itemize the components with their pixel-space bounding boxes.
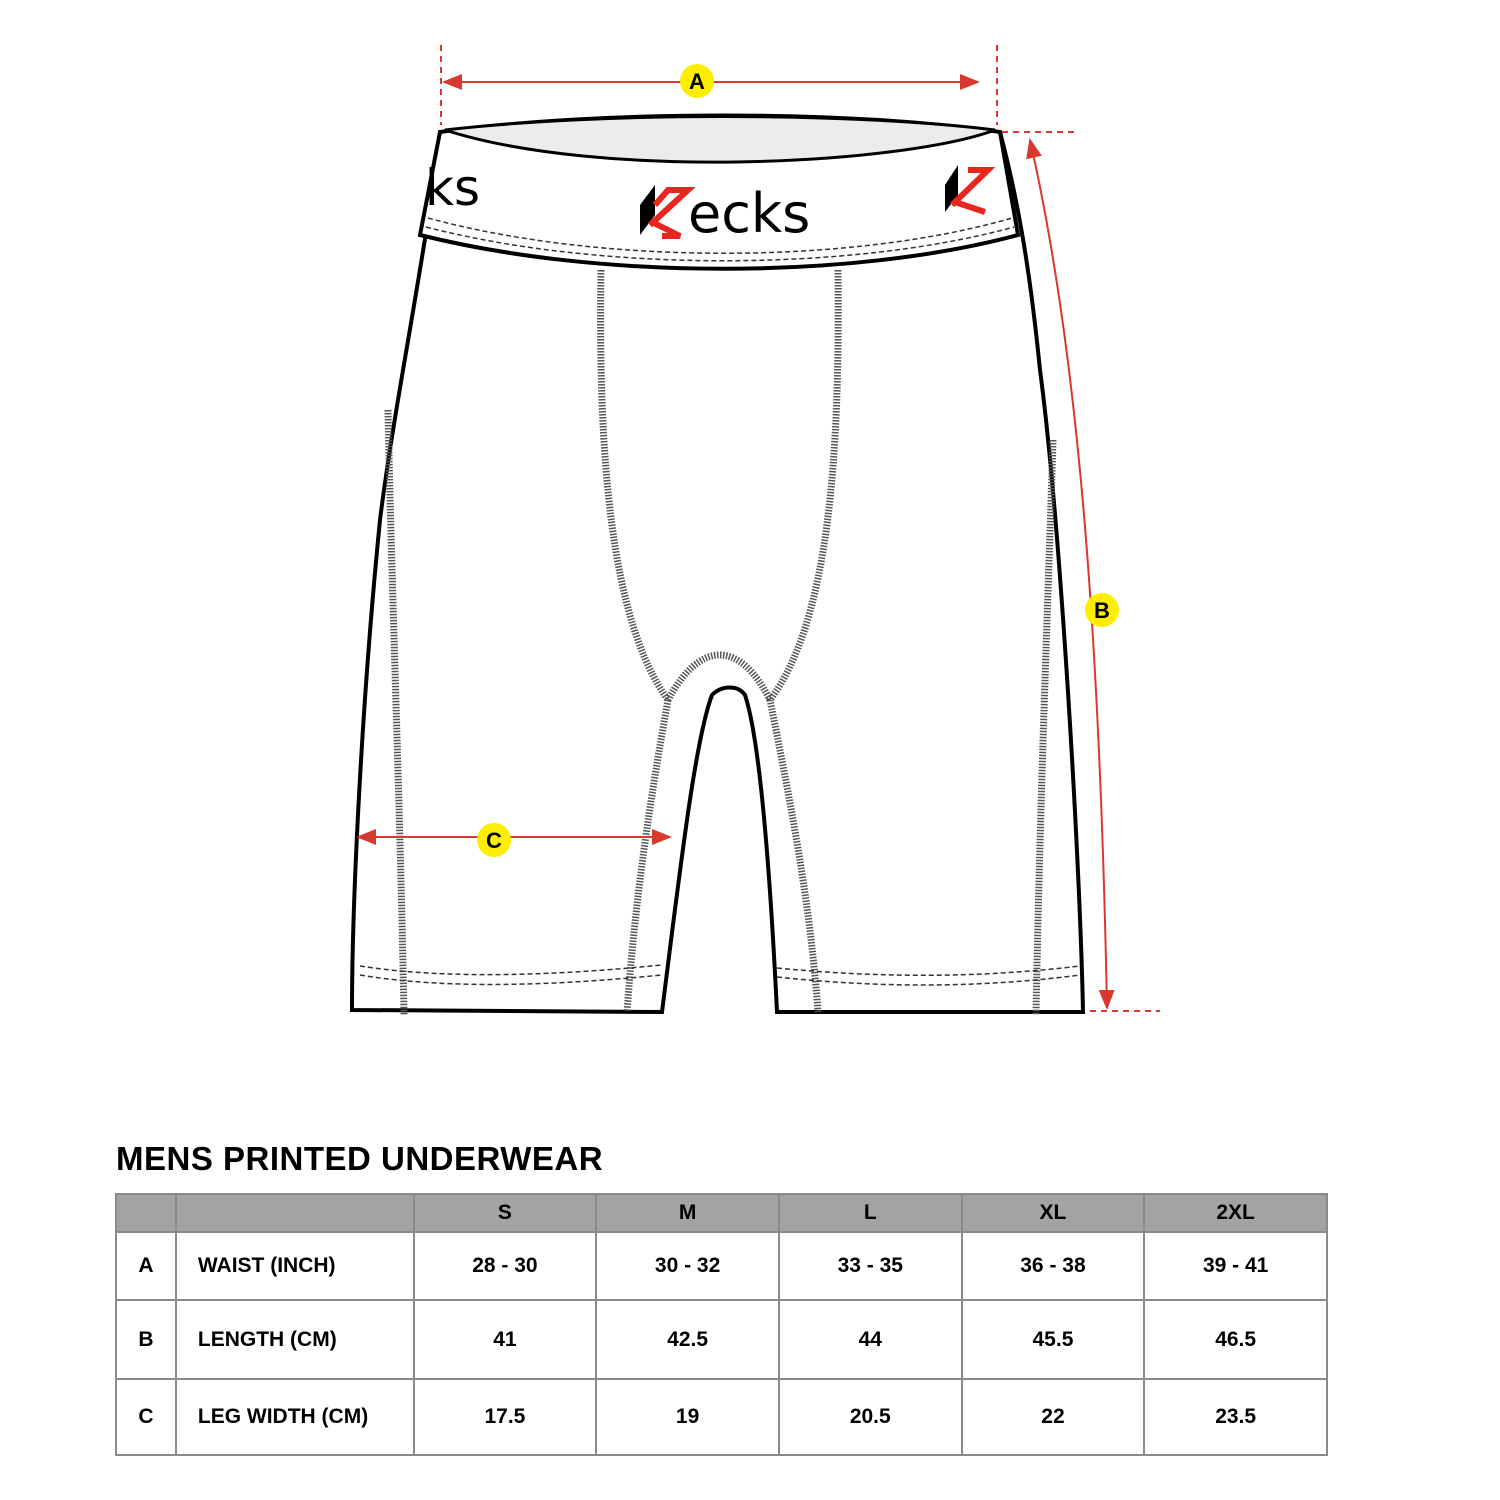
marker-c-label: C [486, 828, 502, 853]
size-value: 22 [960, 1378, 1146, 1456]
column-header: L [777, 1193, 963, 1233]
column-header [174, 1193, 415, 1233]
size-table: S M L XL 2XL A WAIST (INCH) 28 - 30 30 - 32 33 -… [115, 1193, 1328, 1456]
column-header: XL [960, 1193, 1146, 1233]
table-row: B LENGTH (CM) 41 42.5 44 45.5 46.5 [115, 1299, 1328, 1380]
size-value: 20.5 [777, 1378, 963, 1456]
column-header: 2XL [1143, 1193, 1328, 1233]
row-label: LEG WIDTH (CM) [174, 1378, 415, 1456]
row-label: WAIST (INCH) [174, 1231, 415, 1301]
table-header-row: S M L XL 2XL [115, 1193, 1328, 1233]
waistband-inner [444, 115, 996, 164]
row-key: A [115, 1231, 177, 1301]
size-value: 19 [595, 1378, 780, 1456]
svg-text:ks: ks [425, 159, 480, 217]
column-header: M [595, 1193, 780, 1233]
size-chart-title: MENS PRINTED UNDERWEAR [116, 1140, 604, 1177]
marker-a [680, 64, 714, 98]
row-label: LENGTH (CM) [174, 1299, 415, 1380]
size-value: 30 - 32 [595, 1231, 780, 1301]
brand-logo: ecks ks [425, 159, 996, 245]
column-header [115, 1193, 177, 1233]
size-value: 39 - 41 [1143, 1231, 1328, 1301]
size-value: 17.5 [412, 1378, 598, 1456]
column-header: S [412, 1193, 598, 1233]
dimension-b: B [1002, 131, 1160, 1012]
table-row: C LEG WIDTH (CM) 17.5 19 20.5 22 23.5 [115, 1378, 1328, 1456]
size-value: 44 [777, 1299, 963, 1380]
size-value: 33 - 35 [777, 1231, 963, 1301]
dimension-a: A [440, 45, 998, 125]
row-key: C [115, 1378, 177, 1456]
marker-b-label: B [1094, 598, 1110, 623]
marker-c [477, 823, 511, 857]
size-value: 23.5 [1143, 1378, 1328, 1456]
size-value: 36 - 38 [960, 1231, 1146, 1301]
size-value: 28 - 30 [412, 1231, 598, 1301]
size-value: 42.5 [595, 1299, 780, 1380]
row-key: B [115, 1299, 177, 1380]
marker-a-label: A [689, 69, 705, 94]
size-value: 45.5 [960, 1299, 1146, 1380]
svg-text:ecks: ecks [688, 182, 810, 245]
size-value: 41 [412, 1299, 598, 1380]
shorts-diagram: ecks ks A B C [349, 45, 1160, 1016]
table-row: A WAIST (INCH) 28 - 30 30 - 32 33 - 35 36 - 3… [115, 1231, 1328, 1301]
dimension-c: C [356, 823, 672, 857]
size-value: 46.5 [1143, 1299, 1328, 1380]
marker-b [1085, 593, 1119, 627]
